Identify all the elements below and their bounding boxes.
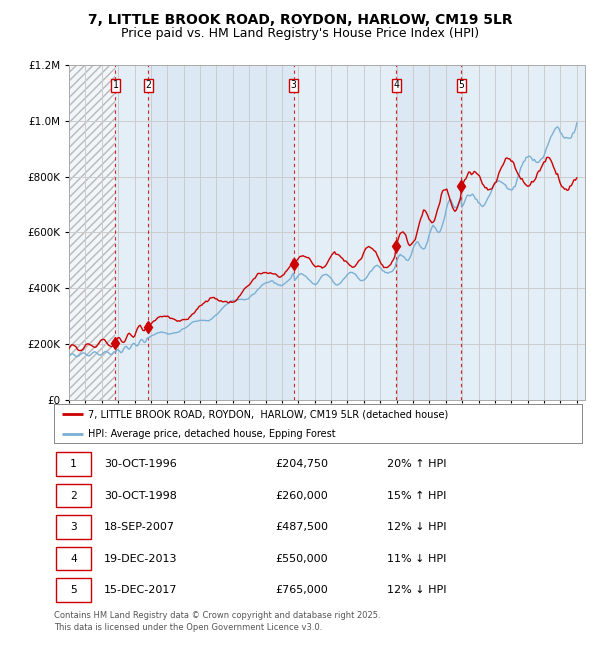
Text: £550,000: £550,000 <box>276 554 328 564</box>
Text: 20% ↑ HPI: 20% ↑ HPI <box>386 460 446 469</box>
Text: This data is licensed under the Open Government Licence v3.0.: This data is licensed under the Open Gov… <box>54 623 322 632</box>
Text: 4: 4 <box>393 80 399 90</box>
Text: 2: 2 <box>70 491 77 500</box>
Text: 30-OCT-1996: 30-OCT-1996 <box>104 460 177 469</box>
Text: £260,000: £260,000 <box>276 491 329 500</box>
Bar <box>294 65 396 400</box>
Bar <box>69 65 115 400</box>
Text: 11% ↓ HPI: 11% ↓ HPI <box>386 554 446 564</box>
Text: 30-OCT-1998: 30-OCT-1998 <box>104 491 177 500</box>
Text: 3: 3 <box>70 522 77 532</box>
Text: 15-DEC-2017: 15-DEC-2017 <box>104 585 178 595</box>
Text: £765,000: £765,000 <box>276 585 329 595</box>
Text: 12% ↓ HPI: 12% ↓ HPI <box>386 585 446 595</box>
Text: 18-SEP-2007: 18-SEP-2007 <box>104 522 175 532</box>
Bar <box>69 65 115 400</box>
Text: 2: 2 <box>145 80 151 90</box>
FancyBboxPatch shape <box>56 547 91 571</box>
Text: £487,500: £487,500 <box>276 522 329 532</box>
Text: 12% ↓ HPI: 12% ↓ HPI <box>386 522 446 532</box>
Text: 19-DEC-2013: 19-DEC-2013 <box>104 554 178 564</box>
Text: 3: 3 <box>291 80 296 90</box>
Text: Contains HM Land Registry data © Crown copyright and database right 2025.: Contains HM Land Registry data © Crown c… <box>54 611 380 620</box>
Text: 5: 5 <box>458 80 464 90</box>
FancyBboxPatch shape <box>56 515 91 539</box>
Text: 5: 5 <box>70 585 77 595</box>
Text: 7, LITTLE BROOK ROAD, ROYDON, HARLOW, CM19 5LR: 7, LITTLE BROOK ROAD, ROYDON, HARLOW, CM… <box>88 13 512 27</box>
Bar <box>115 65 148 400</box>
Text: 4: 4 <box>70 554 77 564</box>
Text: 1: 1 <box>112 80 118 90</box>
FancyBboxPatch shape <box>56 452 91 476</box>
FancyBboxPatch shape <box>56 578 91 602</box>
Text: HPI: Average price, detached house, Epping Forest: HPI: Average price, detached house, Eppi… <box>88 428 336 439</box>
Text: 15% ↑ HPI: 15% ↑ HPI <box>386 491 446 500</box>
Text: £204,750: £204,750 <box>276 460 329 469</box>
Bar <box>461 65 585 400</box>
Text: 1: 1 <box>70 460 77 469</box>
Text: Price paid vs. HM Land Registry's House Price Index (HPI): Price paid vs. HM Land Registry's House … <box>121 27 479 40</box>
FancyBboxPatch shape <box>56 484 91 508</box>
Text: 7, LITTLE BROOK ROAD, ROYDON,  HARLOW, CM19 5LR (detached house): 7, LITTLE BROOK ROAD, ROYDON, HARLOW, CM… <box>88 409 449 419</box>
